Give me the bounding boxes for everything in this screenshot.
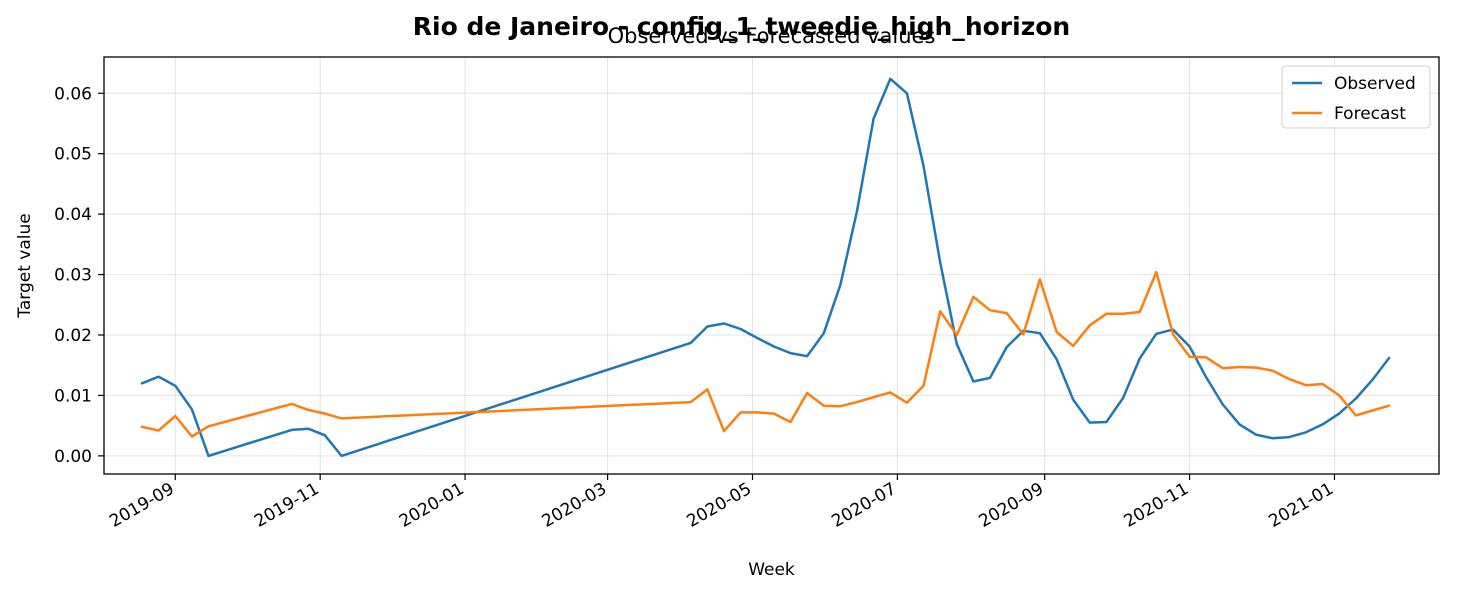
chart-title: Rio de Janeiro - config_1_tweedie_high_h… <box>412 12 1071 41</box>
y-tick-label: 0.00 <box>54 447 92 467</box>
series-lines <box>140 77 1391 458</box>
y-axis-label: Target value <box>15 213 35 318</box>
x-tick-label: 2019-11 <box>251 479 323 532</box>
x-axis: 2019-09 2019-11 2020-01 2020-03 2020-05 2020-… <box>106 474 1337 532</box>
legend: Observed Forecast <box>1281 65 1431 129</box>
y-tick-label: 0.03 <box>54 266 92 286</box>
y-tick-label: 0.02 <box>54 326 92 346</box>
plot-frame <box>103 56 1440 475</box>
x-axis-label: Week <box>748 560 795 580</box>
y-tick-label: 0.05 <box>54 145 92 165</box>
legend-label-observed: Observed <box>1334 74 1416 94</box>
y-tick-label: 0.04 <box>54 205 92 225</box>
grid-lines <box>104 57 1439 474</box>
series-line-forecast <box>140 270 1391 438</box>
legend-label-forecast: Forecast <box>1334 104 1406 124</box>
x-tick-label: 2020-11 <box>1121 479 1193 532</box>
series-line-observed <box>140 77 1391 458</box>
x-tick-label: 2019-09 <box>106 479 178 532</box>
y-axis: 0.00 0.01 0.02 0.03 0.04 0.05 0.06 <box>54 84 104 467</box>
x-tick-label: 2020-01 <box>396 479 468 532</box>
x-tick-label: 2020-05 <box>683 479 755 532</box>
chart-subtitle: Observed vs Forecasted values <box>607 24 936 48</box>
x-tick-label: 2020-07 <box>828 479 900 532</box>
x-tick-label: 2021-01 <box>1265 479 1337 532</box>
y-tick-label: 0.01 <box>54 386 92 406</box>
y-tick-label: 0.06 <box>54 84 92 104</box>
x-tick-label: 2020-09 <box>976 479 1048 532</box>
x-tick-label: 2020-03 <box>539 479 611 532</box>
